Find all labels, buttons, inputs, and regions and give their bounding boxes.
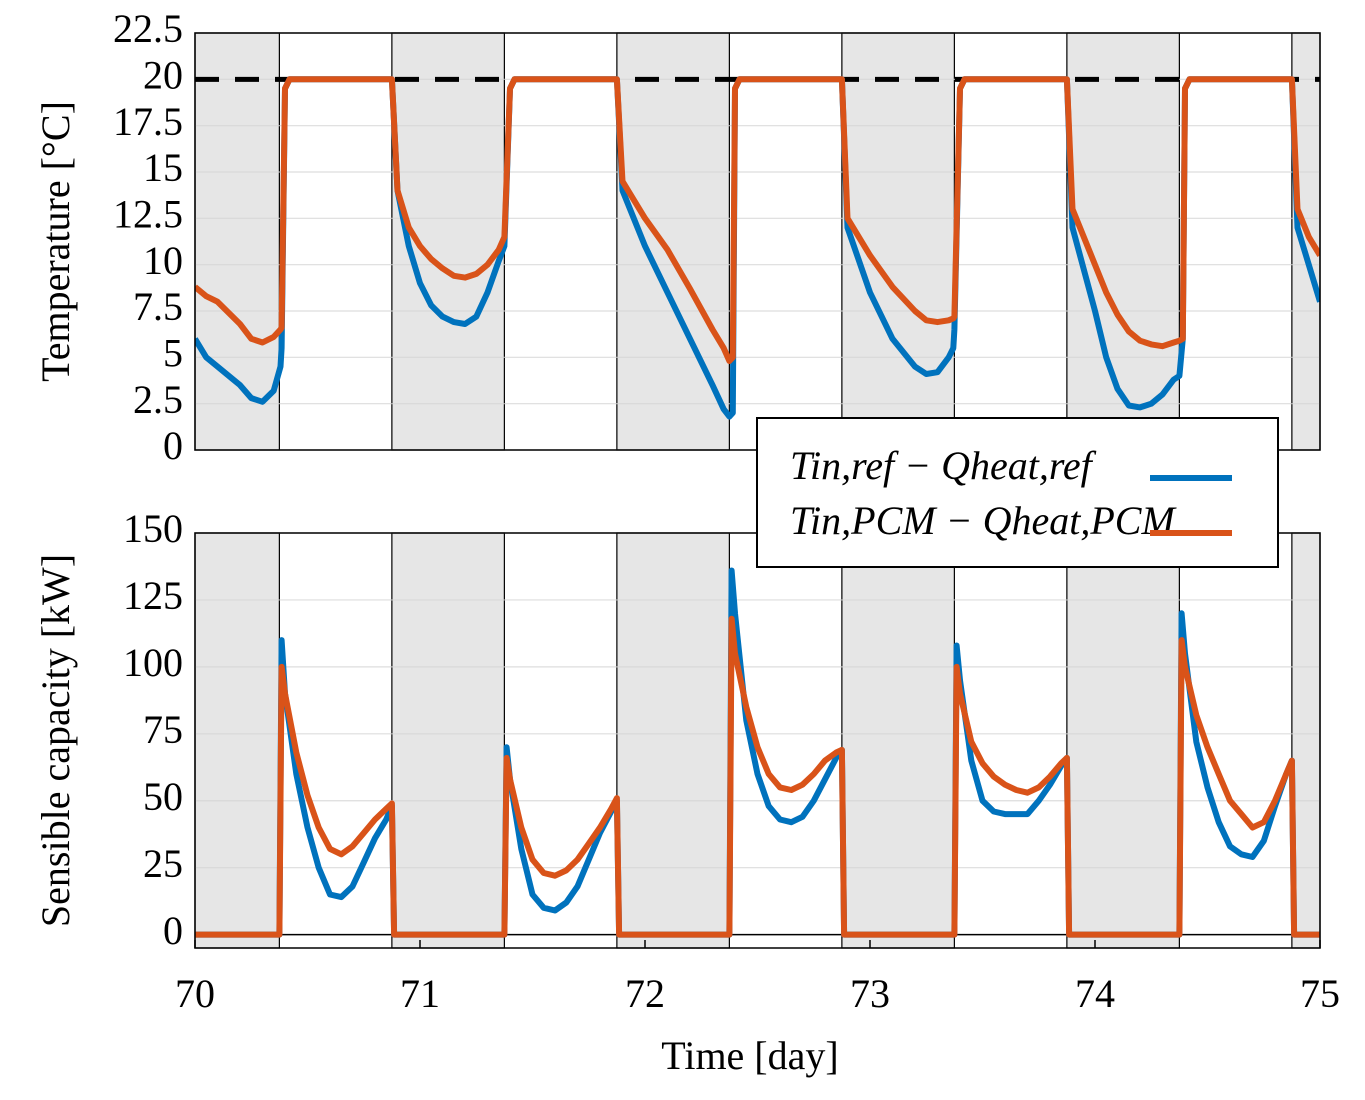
x-axis-label: Time [day] — [661, 1033, 838, 1078]
y-tick-label: 17.5 — [113, 99, 183, 144]
data-line — [195, 76, 1320, 364]
y-tick-label: 22.5 — [113, 6, 183, 51]
y-tick-label: 15 — [143, 145, 183, 190]
y-tick-label: 2.5 — [133, 377, 183, 422]
y-tick-label: 12.5 — [113, 192, 183, 237]
x-tick-label: 73 — [850, 971, 890, 1016]
y-tick-label: 75 — [143, 707, 183, 752]
x-tick-label: 70 — [175, 971, 215, 1016]
shaded-band — [391, 532, 505, 949]
y-tick-label: 150 — [123, 506, 183, 551]
legend-box — [756, 417, 1279, 568]
shaded-band — [194, 32, 280, 451]
x-tick-label: 71 — [400, 971, 440, 1016]
y-tick-label: 25 — [143, 841, 183, 886]
shaded-band — [1291, 32, 1321, 451]
y-axis-label: Temperature [°C] — [33, 101, 78, 382]
shaded-band — [194, 532, 280, 949]
legend-label: Tin,ref − Qheat,ref — [790, 443, 1097, 488]
y-tick-label: 50 — [143, 774, 183, 819]
y-axis-label: Sensible capacity [kW] — [33, 554, 78, 927]
shaded-band — [616, 532, 730, 949]
shaded-band — [1066, 532, 1180, 949]
y-tick-label: 100 — [123, 640, 183, 685]
y-tick-label: 5 — [163, 331, 183, 376]
y-tick-label: 10 — [143, 238, 183, 283]
x-tick-label: 75 — [1300, 971, 1340, 1016]
x-tick-label: 74 — [1075, 971, 1115, 1016]
x-tick-label: 72 — [625, 971, 665, 1016]
legend-label: Tin,PCM − Qheat,PCM — [790, 498, 1177, 543]
y-tick-label: 0 — [163, 908, 183, 953]
shaded-band — [841, 532, 955, 949]
y-tick-label: 20 — [143, 53, 183, 98]
y-tick-label: 0 — [163, 423, 183, 468]
y-tick-label: 7.5 — [133, 284, 183, 329]
data-line — [195, 615, 1320, 938]
y-tick-label: 125 — [123, 573, 183, 618]
